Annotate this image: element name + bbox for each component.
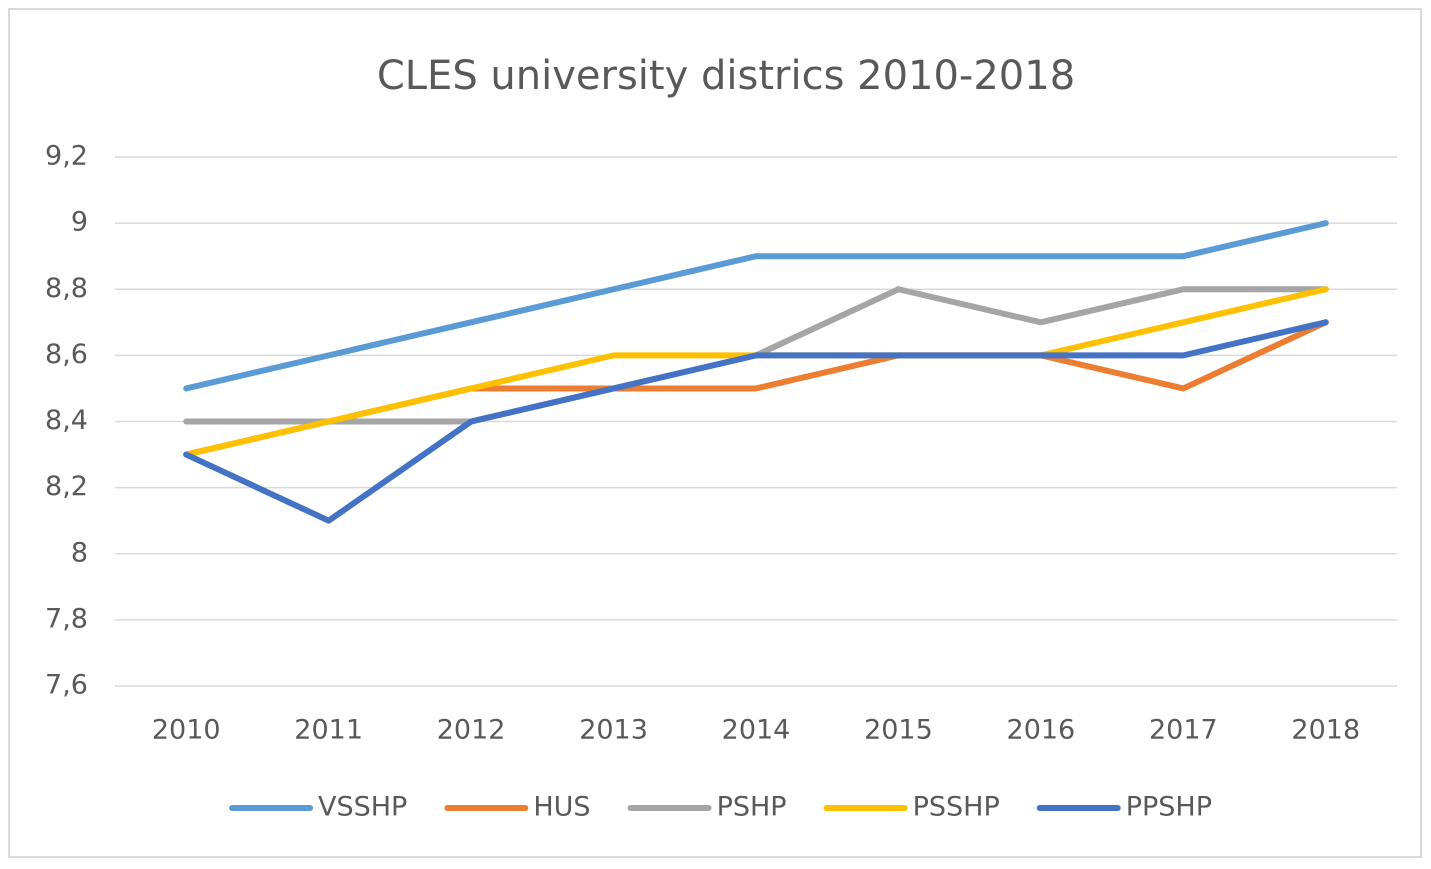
series-line bbox=[183, 319, 1329, 524]
x-tick-label: 2014 bbox=[722, 715, 791, 746]
x-tick-label: 2016 bbox=[1007, 715, 1076, 746]
chart-title: CLES university districs 2010-2018 bbox=[377, 53, 1075, 99]
y-tick-label: 8,4 bbox=[45, 405, 88, 436]
x-tick-label: 2018 bbox=[1291, 715, 1360, 746]
y-tick-label: 7,6 bbox=[45, 670, 88, 701]
x-tick-label: 2015 bbox=[864, 715, 933, 746]
chart-border bbox=[8, 8, 1422, 858]
y-tick-label: 8,8 bbox=[45, 273, 88, 304]
y-tick-label: 9,2 bbox=[45, 141, 88, 172]
x-tick-label: 2013 bbox=[579, 715, 648, 746]
y-tick-label: 8,6 bbox=[45, 339, 88, 370]
legend-label: VSSHP bbox=[318, 792, 407, 823]
y-tick-label: 7,8 bbox=[45, 603, 88, 634]
legend-label: PSSHP bbox=[913, 792, 1000, 823]
series-line bbox=[183, 220, 1329, 392]
y-tick-label: 8,2 bbox=[45, 471, 88, 502]
legend-label: HUS bbox=[533, 792, 590, 823]
x-tick-label: 2011 bbox=[294, 715, 363, 746]
x-tick-label: 2010 bbox=[152, 715, 221, 746]
y-tick-label: 9 bbox=[71, 207, 88, 238]
x-tick-label: 2012 bbox=[437, 715, 506, 746]
legend-label: PPSHP bbox=[1126, 792, 1212, 823]
y-tick-label: 8 bbox=[71, 537, 88, 568]
legend-label: PSHP bbox=[717, 792, 787, 823]
x-tick-label: 2017 bbox=[1149, 715, 1218, 746]
